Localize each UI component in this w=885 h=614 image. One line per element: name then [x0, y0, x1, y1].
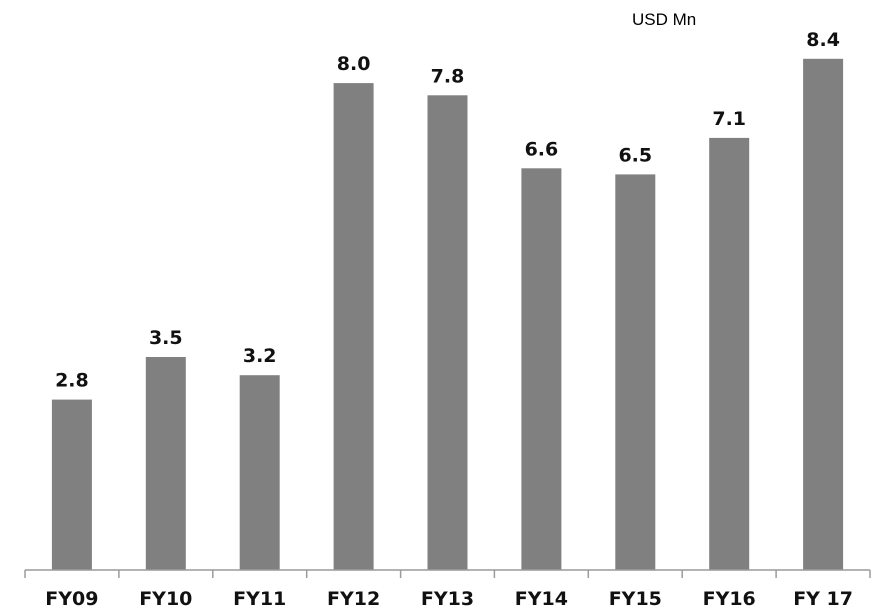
x-tick-label-fy16: FY16: [703, 588, 756, 610]
bar-fy10: [145, 357, 186, 570]
x-tick-label-fy17: FY 17: [793, 588, 853, 610]
unit-label: USD Mn: [632, 10, 696, 29]
bar-fy16: [709, 137, 750, 570]
bar-fy12: [333, 83, 374, 570]
x-tick-label-fy13: FY13: [421, 588, 474, 610]
data-label-fy12: 8.0: [337, 53, 371, 75]
bar-fy17: [803, 58, 844, 571]
data-label-fy15: 6.5: [618, 144, 652, 166]
x-tick-label-fy14: FY14: [515, 588, 568, 610]
data-label-fy11: 3.2: [243, 345, 277, 367]
x-tick-label-fy10: FY10: [139, 588, 192, 610]
bar-fy09: [51, 399, 92, 570]
data-label-fy14: 6.6: [525, 138, 559, 160]
bar-fy13: [427, 95, 468, 571]
data-labels-group: 2.8 3.5 3.2 8.0 7.8 6.6 6.5 7.1 8.4: [55, 29, 840, 392]
x-axis-ticks-group: [24, 570, 871, 578]
bar-fy15: [615, 174, 656, 570]
x-tick-label-fy11: FY11: [233, 588, 286, 610]
bars-group: [51, 58, 844, 571]
bar-fy11: [239, 375, 280, 570]
data-label-fy09: 2.8: [55, 370, 89, 392]
data-label-fy10: 3.5: [149, 327, 183, 349]
x-axis-tick-labels-group: FY09 FY10 FY11 FY12 FY13 FY14 FY15 FY16 FY 17: [45, 588, 853, 610]
x-tick-label-fy12: FY12: [327, 588, 380, 610]
data-label-fy13: 7.8: [431, 65, 465, 87]
x-tick-label-fy15: FY15: [609, 588, 662, 610]
data-label-fy17: 8.4: [806, 29, 840, 51]
x-tick-label-fy09: FY09: [45, 588, 98, 610]
data-label-fy16: 7.1: [712, 108, 746, 130]
bar-fy14: [521, 168, 562, 571]
